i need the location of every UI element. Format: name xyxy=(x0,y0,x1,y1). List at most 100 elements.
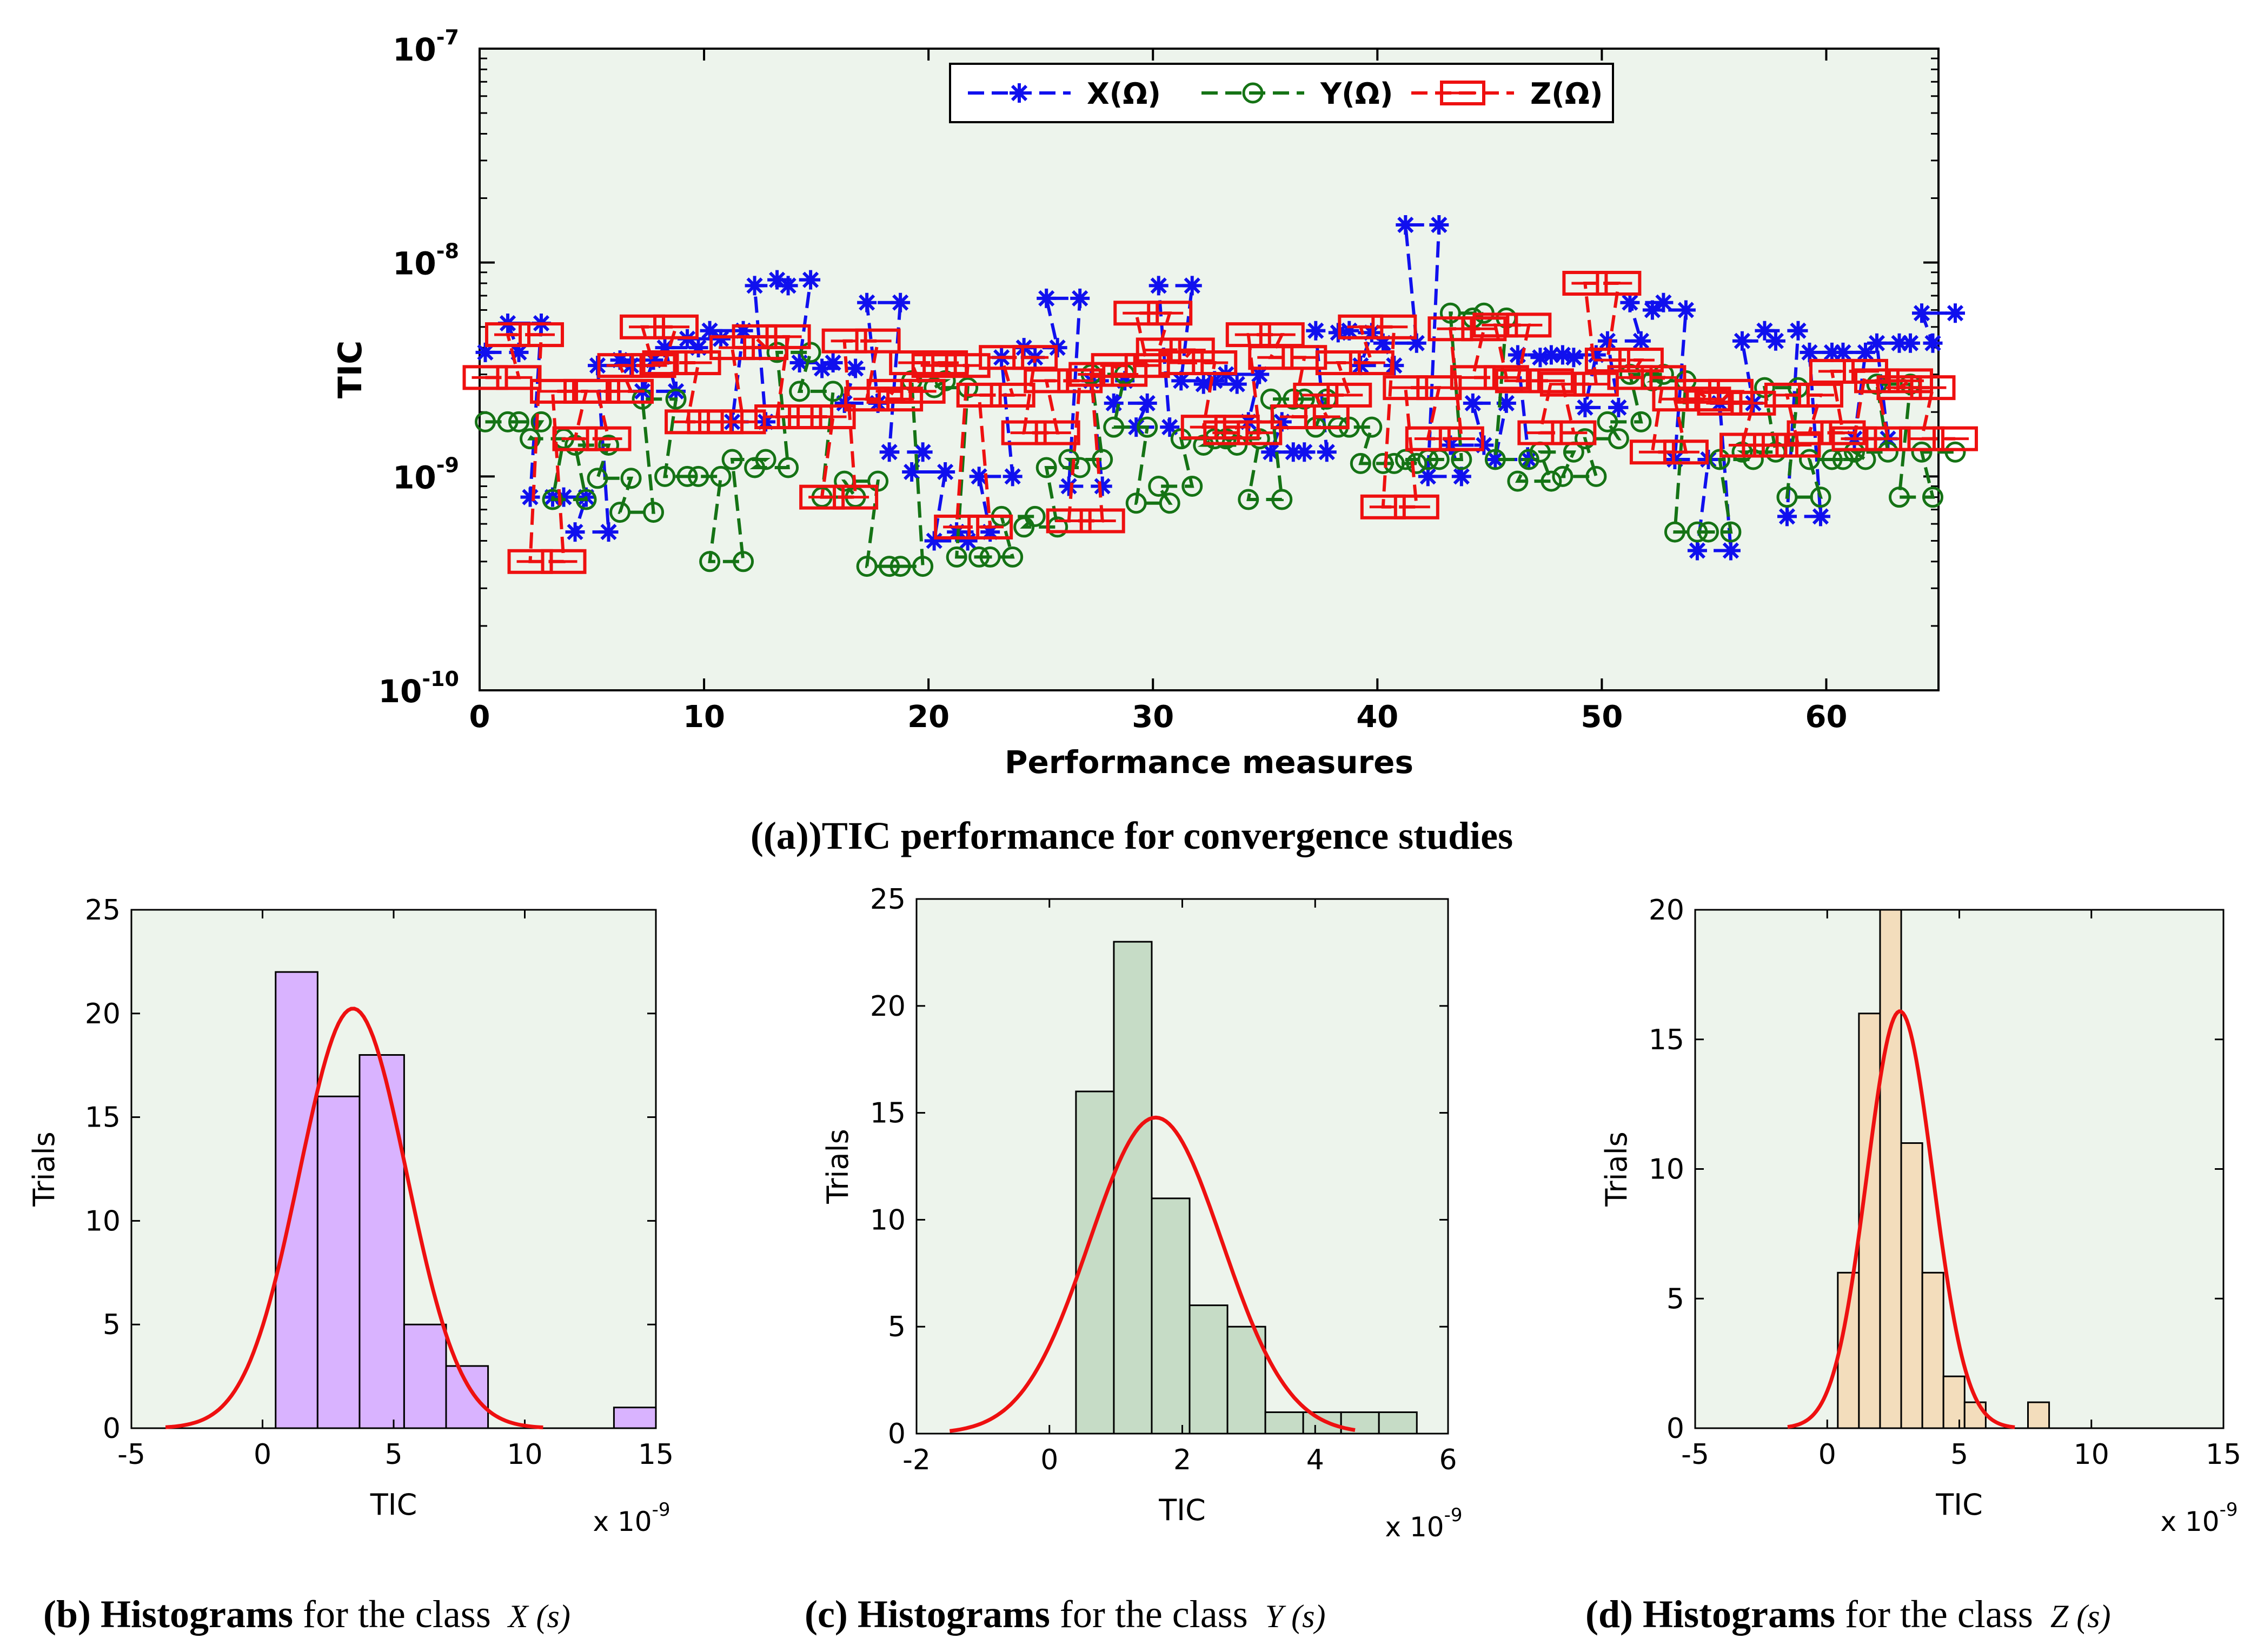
circle-marker xyxy=(1271,489,1293,510)
histogram-bar xyxy=(1900,1142,1923,1429)
circle-marker xyxy=(665,388,687,410)
square-marker xyxy=(608,378,654,404)
square-marker xyxy=(519,322,565,348)
x-tick-label: 15 xyxy=(2206,1438,2241,1471)
histogram-bar xyxy=(445,1365,489,1429)
x-tick-label: 5 xyxy=(384,1438,402,1471)
square-marker-box xyxy=(945,353,991,378)
y-tick-label: 20 xyxy=(85,998,121,1030)
circle-marker xyxy=(1597,411,1618,432)
square-marker-box xyxy=(833,484,879,510)
histogram-bar xyxy=(1879,909,1902,1429)
square-marker xyxy=(1730,390,1776,416)
square-marker xyxy=(1124,353,1170,378)
star-marker xyxy=(520,487,540,507)
square-marker-box xyxy=(1797,382,1843,408)
x-tick-label: 50 xyxy=(1581,700,1623,735)
star-marker xyxy=(1205,371,1225,391)
star-marker xyxy=(1485,450,1505,470)
square-marker-box xyxy=(990,382,1035,408)
circle-marker xyxy=(643,502,665,523)
circle-marker xyxy=(721,449,743,470)
histogram-bar xyxy=(358,1054,405,1429)
star-marker xyxy=(902,462,922,482)
x-tick-label: 20 xyxy=(907,700,950,735)
star-marker xyxy=(1508,345,1528,365)
square-marker-box xyxy=(900,378,946,404)
square-marker xyxy=(945,353,991,378)
square-marker-box xyxy=(1012,345,1058,370)
circle-marker xyxy=(1350,452,1371,474)
star-marker xyxy=(958,531,978,551)
caption-paren-open: ( xyxy=(751,814,763,857)
square-marker xyxy=(1034,420,1080,445)
star-marker xyxy=(1777,507,1797,527)
circle-marker xyxy=(1024,505,1046,527)
square-marker xyxy=(1506,312,1552,338)
star-marker xyxy=(1148,276,1168,296)
star-marker xyxy=(879,442,899,462)
square-marker-box xyxy=(1528,368,1574,394)
star-marker xyxy=(778,276,798,296)
circle-marker xyxy=(1242,82,1264,104)
circle-marker xyxy=(1484,449,1506,470)
star-marker xyxy=(1306,321,1326,341)
normal-fit-curve xyxy=(165,1007,543,1429)
y-tick-label: 5 xyxy=(1667,1283,1684,1315)
star-marker xyxy=(891,292,911,312)
star-marker xyxy=(1059,476,1079,496)
caption-space xyxy=(1633,1593,1643,1636)
star-marker xyxy=(1732,331,1752,351)
square-marker-box xyxy=(1192,350,1238,376)
star-marker xyxy=(1575,397,1595,417)
y-tick-label: 0 xyxy=(1667,1413,1684,1445)
caption-label: (c) xyxy=(805,1593,848,1636)
star-marker xyxy=(733,321,753,341)
caption-c: (c) Histograms for the class Y (s) xyxy=(805,1593,1325,1636)
star-marker xyxy=(610,350,630,370)
star-marker xyxy=(801,270,821,290)
star-marker xyxy=(1373,333,1393,353)
circle-marker xyxy=(856,556,878,577)
histogram-bar xyxy=(1226,1325,1266,1435)
star-marker xyxy=(655,338,675,358)
caption-text: for the class xyxy=(1060,1593,1248,1636)
circle-marker xyxy=(946,546,967,568)
x-tick-label: 15 xyxy=(638,1438,674,1471)
histogram-bar xyxy=(1113,941,1153,1435)
square-marker-box xyxy=(1326,382,1372,408)
square-marker xyxy=(1326,382,1372,408)
square-marker-box xyxy=(1282,345,1327,370)
x-tick-label: 0 xyxy=(1818,1438,1836,1471)
histogram-bar xyxy=(1151,1197,1191,1435)
y-axis-label: TIC xyxy=(331,341,369,398)
histogram-bar xyxy=(403,1323,447,1429)
square-marker xyxy=(1573,371,1619,397)
caption-label: (a) xyxy=(763,814,809,857)
x-tick-label: 0 xyxy=(469,700,490,735)
circle-marker xyxy=(1541,470,1562,492)
square-marker xyxy=(496,365,542,390)
panel-a: 0 10 20 30 40 50 6010-1010-910-810-7TICPerform… xyxy=(331,25,1978,857)
square-marker-box xyxy=(1663,439,1709,465)
star-marker xyxy=(509,342,529,362)
star-marker xyxy=(1867,333,1887,353)
histogram-bar xyxy=(2027,1401,2050,1429)
star-marker xyxy=(1541,345,1561,365)
star-marker xyxy=(789,353,809,373)
star-marker xyxy=(1923,333,1943,353)
circle-marker xyxy=(1552,465,1573,487)
y-tick-label: 20 xyxy=(1649,894,1684,927)
star-marker xyxy=(666,381,686,401)
circle-marker xyxy=(778,457,799,478)
star-marker xyxy=(1855,342,1875,362)
histogram-bar xyxy=(1963,1401,1987,1429)
circle-marker xyxy=(654,465,676,487)
star-marker xyxy=(1451,467,1471,487)
y-tick-label: 25 xyxy=(85,894,121,927)
x-tick-label: 10 xyxy=(2074,1438,2109,1471)
x-axis-label: TIC xyxy=(1158,1493,1206,1527)
circle-marker xyxy=(744,457,766,478)
square-marker-box xyxy=(653,314,699,339)
